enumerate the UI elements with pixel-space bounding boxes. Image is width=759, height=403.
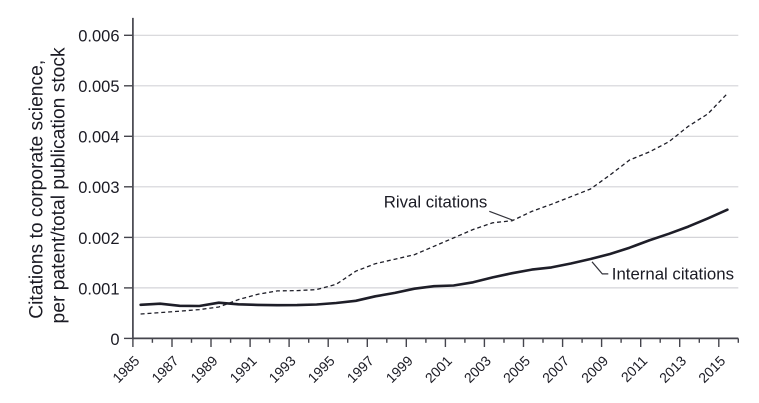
svg-text:0.002: 0.002 — [78, 230, 119, 248]
svg-text:0.001: 0.001 — [78, 280, 119, 298]
svg-text:Rival citations: Rival citations — [384, 192, 488, 211]
svg-text:Internal citations: Internal citations — [612, 265, 734, 284]
svg-text:0.004: 0.004 — [78, 129, 119, 147]
svg-text:0.006: 0.006 — [78, 28, 119, 46]
svg-text:0: 0 — [110, 331, 119, 349]
svg-text:0.005: 0.005 — [78, 78, 119, 96]
svg-text:0.003: 0.003 — [78, 179, 119, 197]
svg-text:Citations to corporate science: Citations to corporate science, — [26, 60, 47, 319]
svg-text:per patent/total publication s: per patent/total publication stock — [49, 47, 70, 323]
